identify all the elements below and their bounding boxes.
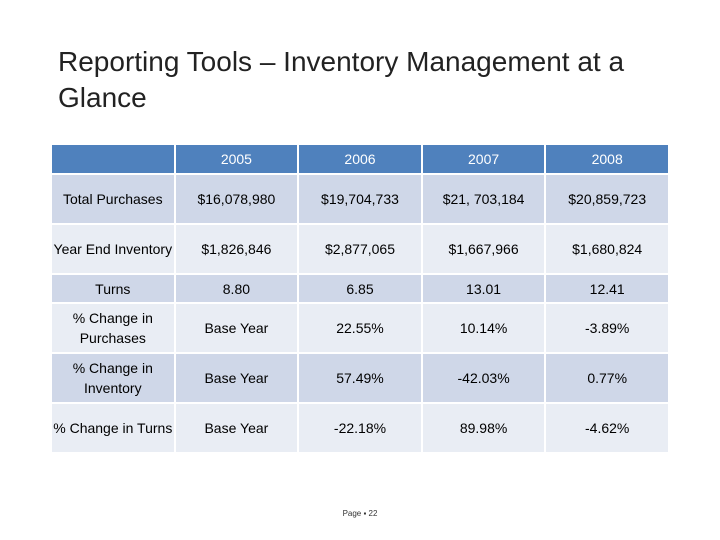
table-row-turns: Turns 8.80 6.85 13.01 12.41: [52, 275, 668, 302]
table-cell: Base Year: [175, 404, 298, 452]
table-cell: 10.14%: [422, 304, 545, 352]
table-cell: 57.49%: [299, 354, 421, 402]
table-cell: Base Year: [175, 304, 298, 352]
table-cell: $16,078,980: [175, 175, 298, 223]
header-row: 2005 2006 2007 2008: [52, 145, 668, 173]
table-cell: 22.55%: [299, 304, 421, 352]
table-cell: $20,859,723: [546, 175, 668, 223]
table-cell: $19,704,733: [299, 175, 421, 223]
table-row-total-purchases: Total Purchases $16,078,980 $19,704,733 …: [52, 175, 668, 223]
table-cell: $1,667,966: [422, 225, 545, 273]
table-cell: 8.80: [175, 275, 298, 302]
table-cell: 0.77%: [546, 354, 668, 402]
table-cell: $2,877,065: [299, 225, 421, 273]
row-label: Year End Inventory: [52, 225, 174, 273]
header-cell-2007: 2007: [422, 145, 545, 173]
table-row-year-end-inventory: Year End Inventory $1,826,846 $2,877,065…: [52, 225, 668, 273]
header-cell-2006: 2006: [299, 145, 421, 173]
header-cell-2008: 2008: [546, 145, 668, 173]
table-cell: Base Year: [175, 354, 298, 402]
row-label: % Change in Inventory: [52, 354, 174, 402]
page-number: Page ▪ 22: [342, 509, 378, 518]
table-cell: -4.62%: [546, 404, 668, 452]
row-label: % Change in Turns: [52, 404, 174, 452]
table-cell: $21, 703,184: [422, 175, 545, 223]
row-label: Turns: [52, 275, 174, 302]
table-row-change-inventory: % Change in Inventory Base Year 57.49% -…: [52, 354, 668, 402]
table-row-change-turns: % Change in Turns Base Year -22.18% 89.9…: [52, 404, 668, 452]
slide-title: Reporting Tools – Inventory Management a…: [58, 46, 625, 113]
row-label: % Change in Purchases: [52, 304, 174, 352]
table-cell: -42.03%: [422, 354, 545, 402]
table-cell: 12.41: [546, 275, 668, 302]
table-cell: 89.98%: [422, 404, 545, 452]
table-cell: 6.85: [299, 275, 421, 302]
table-cell: -22.18%: [299, 404, 421, 452]
row-label: Total Purchases: [52, 175, 174, 223]
inventory-table: 2005 2006 2007 2008 Total Purchases $16,…: [50, 143, 670, 454]
table-cell: $1,680,824: [546, 225, 668, 273]
table-cell: 13.01: [422, 275, 545, 302]
header-cell-2005: 2005: [175, 145, 298, 173]
table-cell: $1,826,846: [175, 225, 298, 273]
table-row-change-purchases: % Change in Purchases Base Year 22.55% 1…: [52, 304, 668, 352]
header-cell-empty: [52, 145, 174, 173]
table-cell: -3.89%: [546, 304, 668, 352]
